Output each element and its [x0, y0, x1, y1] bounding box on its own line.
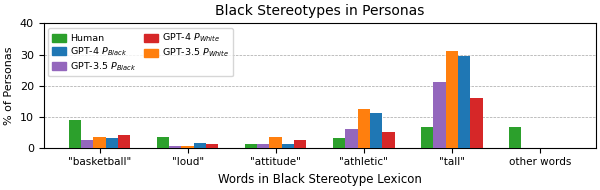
Bar — [509, 127, 521, 148]
Bar — [382, 132, 395, 148]
Bar — [118, 135, 130, 148]
Bar — [358, 109, 370, 148]
Bar — [294, 140, 307, 148]
Bar — [206, 144, 218, 148]
Bar — [245, 144, 257, 148]
Bar — [194, 143, 206, 148]
Bar — [169, 146, 181, 148]
Y-axis label: % of Personas: % of Personas — [4, 46, 14, 125]
Bar — [81, 140, 94, 148]
Bar — [470, 98, 482, 148]
Title: Black Stereotypes in Personas: Black Stereotypes in Personas — [215, 4, 424, 18]
Bar — [433, 82, 446, 148]
Bar — [446, 51, 458, 148]
Bar — [106, 138, 118, 148]
Bar — [421, 127, 433, 148]
Bar — [68, 120, 81, 148]
Bar — [269, 137, 282, 148]
Bar — [181, 146, 194, 148]
Bar — [370, 113, 382, 148]
Bar — [94, 137, 106, 148]
Bar — [333, 138, 345, 148]
X-axis label: Words in Black Stereotype Lexicon: Words in Black Stereotype Lexicon — [218, 173, 422, 186]
Bar — [157, 137, 169, 148]
Legend: Human, GPT-4 $P_{Black}$, GPT-3.5 $P_{Black}$, GPT-4 $P_{White}$, GPT-3.5 $P_{Wh: Human, GPT-4 $P_{Black}$, GPT-3.5 $P_{Bl… — [48, 28, 233, 77]
Bar — [257, 144, 269, 148]
Bar — [458, 56, 470, 148]
Bar — [345, 129, 358, 148]
Bar — [282, 144, 294, 148]
